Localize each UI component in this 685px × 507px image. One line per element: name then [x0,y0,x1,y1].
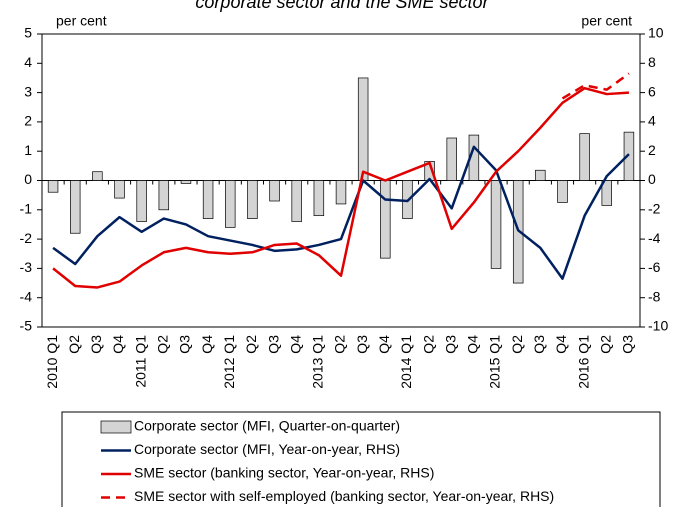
bar [47,180,59,193]
x-tick-label: Q2 [332,335,348,354]
bar [92,171,103,181]
y-tick-label: -5 [20,318,33,334]
x-tick-label: Q3 [88,335,104,354]
chart-title: corporate sector and the SME sector [195,0,489,12]
bar [490,180,502,269]
y2-tick-label: 8 [648,54,656,70]
bar [69,180,81,234]
bar [313,180,325,217]
bar [446,137,457,181]
y-tick-label: -3 [20,259,33,275]
x-tick-label: Q2 [66,335,82,354]
bar [579,133,590,181]
x-tick-label: Q4 [199,335,215,354]
bar [136,180,147,222]
x-tick-label: Q3 [265,335,281,354]
bar [535,169,546,181]
y2-tick-label: -10 [648,318,668,334]
x-tick-label: Q3 [531,335,547,354]
legend-label: Corporate sector (MFI, Year-on-year, RHS… [134,441,400,457]
y2-tick-label: -4 [648,230,661,246]
bar [180,180,192,184]
x-tick-label: Q2 [597,335,613,354]
x-tick-label: Q3 [177,335,193,354]
y2-tick-label: 10 [648,25,664,41]
x-tick-label: 2012 Q1 [221,335,237,389]
y2-tick-label: 6 [648,83,656,99]
bar [557,180,568,203]
y2-tick-label: 2 [648,142,656,158]
y-tick-label: -4 [20,288,33,304]
x-tick-label: 2016 Q1 [575,335,591,389]
bar [335,180,347,205]
x-tick-label: Q4 [465,335,481,354]
legend-box [61,411,661,507]
x-tick-label: 2010 Q1 [44,335,60,389]
bar [291,180,302,222]
y-axis-label: per cent [56,13,107,29]
x-tick-label: Q3 [442,335,458,354]
bar [269,180,280,202]
x-tick-label: Q2 [243,335,259,354]
legend-swatch [100,420,132,434]
bar [247,180,258,219]
y2-tick-label: -6 [648,259,661,275]
y-tick-label: -2 [20,230,33,246]
bar [357,77,369,181]
bar [225,180,236,228]
y-tick-label: 3 [24,83,32,99]
legend-label: Corporate sector (MFI, Quarter-on-quarte… [134,418,400,434]
x-tick-label: Q2 [155,335,171,354]
legend-label: SME sector (banking sector, Year-on-year… [134,465,434,481]
y2-tick-label: -8 [648,288,661,304]
x-tick-label: Q3 [354,335,370,354]
y2-tick-label: 4 [648,113,656,129]
x-tick-label: 2015 Q1 [487,335,503,389]
x-tick-label: Q4 [287,335,303,354]
bar [601,180,613,206]
y-tick-label: 2 [24,113,32,129]
bar [114,180,125,199]
y-tick-label: 4 [24,54,32,70]
line [52,145,630,280]
x-tick-label: Q4 [553,335,569,354]
x-tick-label: Q4 [376,335,392,354]
y2-axis-label: per cent [581,13,632,29]
y-tick-label: 0 [24,171,32,187]
y2-tick-label: 0 [648,171,656,187]
x-tick-label: Q2 [509,335,525,354]
bar [380,180,391,259]
bar [202,180,214,219]
y-tick-label: 1 [24,142,32,158]
x-tick-label: Q3 [620,335,636,354]
line [561,72,630,100]
legend-label: SME sector with self-employed (banking s… [134,488,554,504]
y2-tick-label: -2 [648,201,661,217]
bar [623,131,635,181]
y-tick-label: -1 [20,201,33,217]
y-tick-label: 5 [24,25,32,41]
x-tick-label: Q4 [110,335,126,354]
x-tick-label: 2011 Q1 [132,335,148,388]
line [52,86,630,289]
x-tick-label: 2013 Q1 [310,335,326,389]
x-tick-label: 2014 Q1 [398,335,414,389]
bar [158,180,170,211]
x-tick-label: Q2 [420,335,436,354]
